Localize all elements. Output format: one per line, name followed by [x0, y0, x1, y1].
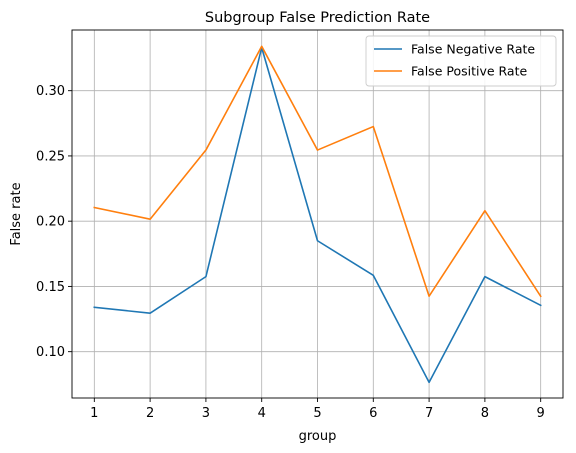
x-tick-label: 6	[369, 406, 377, 421]
legend: False Negative Rate False Positive Rate	[365, 35, 557, 87]
y-tick-label: 0.25	[36, 149, 65, 164]
y-tick-label: 0.30	[36, 84, 65, 99]
legend-box	[365, 35, 557, 87]
legend-label: False Positive Rate	[411, 64, 527, 79]
chart-title: Subgroup False Prediction Rate	[205, 10, 430, 26]
x-tick-label: 8	[481, 406, 489, 421]
y-tick-label: 0.20	[36, 215, 65, 230]
x-tick-label: 7	[425, 406, 433, 421]
x-tick-label: 9	[537, 406, 545, 421]
x-axis-label: group	[299, 429, 337, 444]
y-tick-label: 0.15	[36, 280, 65, 295]
tick-layer: 1 2 3 4 5 6 7 8 9 0.10 0.15 0.20 0.25 0.30	[36, 84, 545, 421]
series-line-false-positive-rate	[93, 45, 542, 298]
series-layer	[93, 45, 542, 384]
x-tick-label: 2	[146, 406, 154, 421]
x-tick-label: 1	[90, 406, 98, 421]
grid-layer	[72, 30, 563, 398]
y-tick-label: 0.10	[36, 345, 65, 360]
x-tick-label: 5	[313, 406, 321, 421]
y-axis-label: False rate	[9, 182, 24, 245]
x-tick-label: 4	[258, 406, 266, 421]
legend-label: False Negative Rate	[411, 42, 535, 57]
series-line-false-negative-rate	[93, 46, 542, 384]
x-tick-label: 3	[202, 406, 210, 421]
